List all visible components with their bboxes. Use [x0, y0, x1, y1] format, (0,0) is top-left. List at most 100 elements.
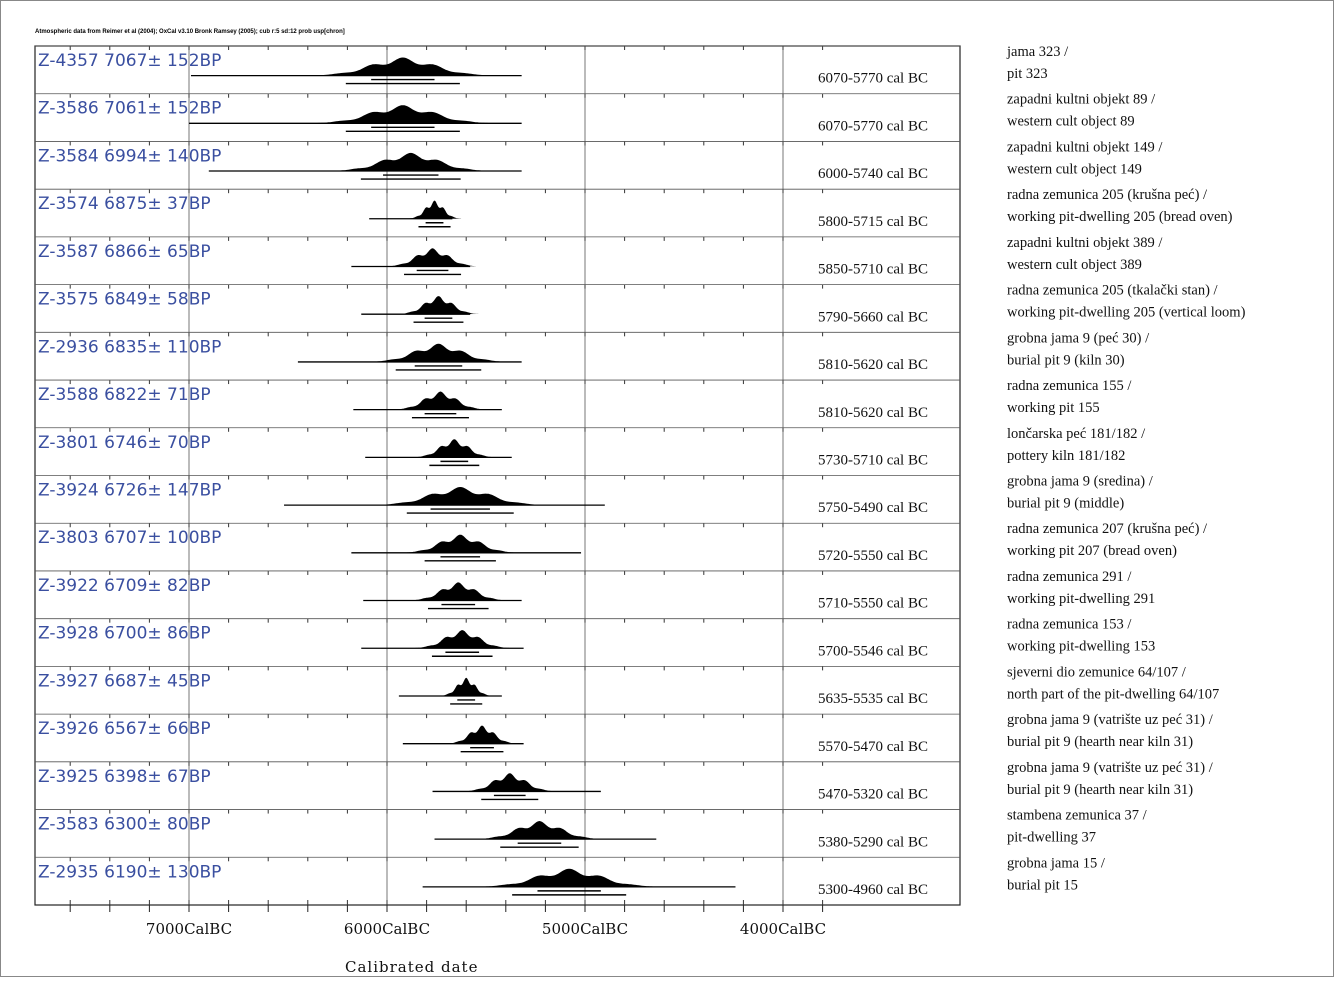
context-label-english: burial pit 9 (hearth near kiln 31) — [1007, 734, 1193, 750]
calibrated-range: 5710-5550 cal BC — [818, 596, 928, 612]
sample-label: Z-3574 6875± 37BP — [38, 194, 211, 214]
context-label-english: working pit-dwelling 291 — [1007, 591, 1155, 607]
calibrated-range: 5810-5620 cal BC — [818, 357, 928, 373]
context-label-local: grobna jama 15 / — [1007, 855, 1106, 871]
plot-area: 7000CalBC 6000CalBC 5000CalBC 4000CalBC Z-43… — [34, 44, 1246, 938]
probability-distribution — [411, 630, 513, 649]
context-label-english: pit 323 — [1007, 66, 1048, 82]
context-label-english: burial pit 9 (kiln 30) — [1007, 352, 1125, 368]
calibrated-range: 5750-5490 cal BC — [818, 500, 928, 516]
context-label-english: burial pit 9 (hearth near kiln 31) — [1007, 782, 1193, 798]
probability-distribution — [407, 200, 462, 219]
context-label-local: zapadni kultni objekt 389 / — [1007, 235, 1163, 251]
probability-distribution — [474, 868, 665, 887]
context-label-local: radna zemunica 207 (krušna peć) / — [1007, 521, 1208, 537]
context-label-local: sjeverni dio zemunice 64/107 / — [1007, 664, 1187, 680]
calibrated-range: 5635-5535 cal BC — [818, 691, 928, 707]
context-label-english: working pit-dwelling 205 (bread oven) — [1007, 209, 1233, 225]
context-label-local: radna zemunica 205 (tkalački stan) / — [1007, 283, 1219, 299]
probability-distribution — [439, 677, 493, 696]
context-label-english: working pit-dwelling 153 — [1007, 639, 1155, 655]
sample-label: Z-3583 6300± 80BP — [38, 815, 211, 835]
x-axis-label: Calibrated date — [345, 958, 478, 976]
context-label-local: grobna jama 9 (sredina) / — [1007, 474, 1154, 490]
sample-label: Z-3926 6567± 66BP — [38, 719, 211, 739]
sample-label: Z-2935 6190± 130BP — [38, 862, 221, 882]
probability-distribution — [307, 105, 498, 124]
sample-label: Z-3584 6994± 140BP — [38, 146, 221, 166]
calibrated-range: 5470-5320 cal BC — [818, 787, 928, 803]
calibrated-range: 6000-5740 cal BC — [818, 166, 928, 182]
probability-distribution — [307, 57, 498, 76]
calibrated-range: 6070-5770 cal BC — [818, 118, 928, 134]
x-tick-label: 4000CalBC — [740, 920, 826, 938]
context-label-english: burial pit 15 — [1007, 877, 1078, 893]
x-tick-label: 5000CalBC — [542, 920, 628, 938]
sample-label: Z-3928 6700± 86BP — [38, 624, 211, 644]
sample-label: Z-3575 6849± 58BP — [38, 290, 211, 310]
context-label-english: working pit-dwelling 205 (vertical loom) — [1007, 305, 1246, 321]
context-label-english: western cult object 89 — [1007, 114, 1135, 130]
calibrated-range: 5300-4960 cal BC — [818, 882, 928, 898]
context-label-local: grobna jama 9 (vatrište uz peć 31) / — [1007, 760, 1214, 776]
context-label-local: radna zemunica 155 / — [1007, 378, 1132, 394]
sample-label: Z-3922 6709± 82BP — [38, 576, 211, 596]
x-tick-label: 7000CalBC — [146, 920, 232, 938]
sample-label: Z-3803 6707± 100BP — [38, 528, 221, 548]
context-label-local: jama 323 / — [1006, 44, 1069, 60]
probability-distribution — [400, 534, 520, 553]
calibrated-range: 5380-5290 cal BC — [818, 834, 928, 850]
calibrated-range: 5800-5715 cal BC — [818, 214, 928, 230]
chart-title: Atmospheric data from Reimer et al (2004… — [35, 29, 345, 35]
context-label-local: radna zemunica 205 (krušna peć) / — [1007, 187, 1208, 203]
probability-distribution — [371, 487, 550, 506]
context-label-local: lončarska peć 181/182 / — [1007, 426, 1146, 442]
calibrated-range: 5790-5660 cal BC — [818, 309, 928, 325]
sample-label: Z-2936 6835± 110BP — [38, 337, 221, 357]
context-label-english: north part of the pit-dwelling 64/107 — [1007, 686, 1219, 702]
context-label-english: pottery kiln 181/182 — [1007, 448, 1125, 464]
calibrated-range: 5810-5620 cal BC — [818, 405, 928, 421]
probability-distribution — [462, 773, 558, 792]
probability-distribution — [412, 439, 496, 458]
sample-label: Z-3925 6398± 67BP — [38, 767, 211, 787]
sample-label: Z-3801 6746± 70BP — [38, 433, 211, 453]
context-label-english: western cult object 149 — [1007, 161, 1142, 177]
probability-distribution — [474, 821, 605, 840]
calibrated-range: 5570-5470 cal BC — [818, 739, 928, 755]
sample-label: Z-3588 6822± 71BP — [38, 385, 211, 405]
calibrated-range: 5730-5710 cal BC — [818, 453, 928, 469]
probability-distribution — [407, 582, 509, 601]
context-label-english: western cult object 389 — [1007, 257, 1142, 273]
probability-distribution — [396, 296, 481, 315]
x-tick-label: 6000CalBC — [344, 920, 430, 938]
context-label-english: working pit 207 (bread oven) — [1007, 543, 1177, 559]
context-label-local: grobna jama 9 (vatrište uz peć 31) / — [1007, 712, 1214, 728]
context-label-english: burial pit 9 (middle) — [1007, 496, 1124, 512]
calibrated-range: 5700-5546 cal BC — [818, 643, 928, 659]
calibrated-range: 5720-5550 cal BC — [818, 548, 928, 564]
context-label-local: radna zemunica 153 / — [1007, 617, 1132, 633]
calibrated-range: 5850-5710 cal BC — [818, 262, 928, 278]
probability-distribution — [385, 248, 481, 267]
context-label-english: pit-dwelling 37 — [1007, 830, 1096, 846]
sample-label: Z-3927 6687± 45BP — [38, 671, 211, 691]
sample-label: Z-3924 6726± 147BP — [38, 481, 221, 501]
context-label-local: zapadni kultni objekt 149 / — [1007, 139, 1163, 155]
context-label-local: stambena zemunica 37 / — [1007, 808, 1148, 824]
probability-distribution — [327, 152, 494, 172]
probability-distribution — [446, 725, 518, 744]
context-label-local: zapadni kultni objekt 89 / — [1007, 92, 1156, 108]
sample-label: Z-3587 6866± 65BP — [38, 242, 211, 262]
probability-distribution — [367, 343, 510, 362]
sample-label: Z-3586 7061± 152BP — [38, 99, 221, 119]
context-label-local: grobna jama 9 (peć 30) / — [1007, 330, 1150, 346]
calibrated-range: 6070-5770 cal BC — [818, 71, 928, 87]
context-label-english: working pit 155 — [1007, 400, 1100, 416]
sample-label: Z-4357 7067± 152BP — [38, 51, 221, 71]
probability-distribution — [392, 391, 488, 410]
context-label-local: radna zemunica 291 / — [1007, 569, 1132, 585]
